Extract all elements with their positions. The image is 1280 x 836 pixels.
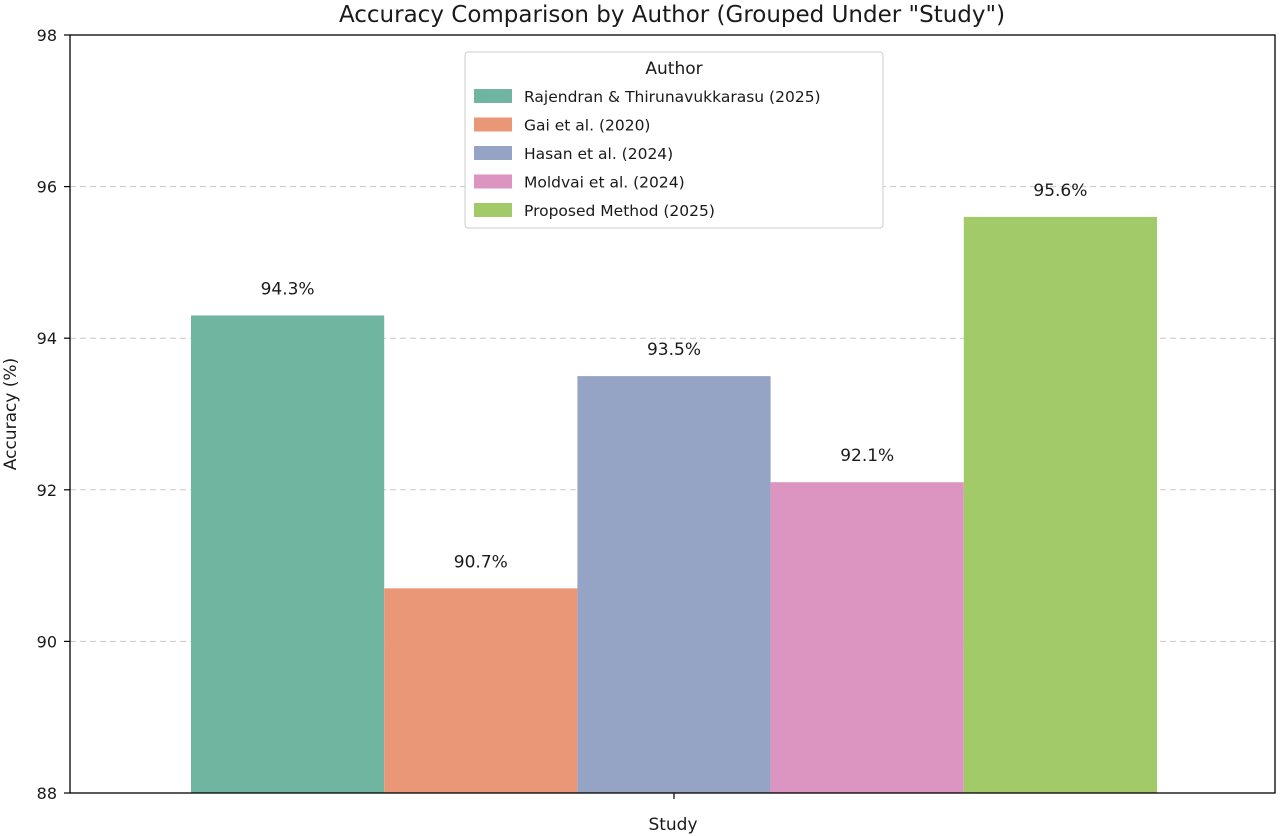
legend-entry-label: Hasan et al. (2024) — [524, 145, 673, 163]
bar — [577, 376, 771, 793]
y-tick-label: 98 — [37, 26, 57, 45]
y-tick-label: 94 — [37, 329, 57, 348]
legend-entry-label: Proposed Method (2025) — [524, 202, 715, 220]
y-tick-label: 92 — [37, 481, 57, 500]
chart-title: Accuracy Comparison by Author (Grouped U… — [339, 2, 1005, 28]
y-axis: 88 90 92 94 96 98 — [37, 26, 70, 803]
legend-entry-label: Gai et al. (2020) — [524, 117, 650, 135]
y-axis-label: Accuracy (%) — [1, 358, 21, 470]
legend: Author Rajendran & Thirunavukkarasu (202… — [464, 51, 884, 229]
plot-frame — [69, 34, 1276, 794]
bar — [384, 588, 578, 793]
bar-data-label: 94.3% — [261, 279, 315, 299]
y-tick-label: 96 — [37, 178, 57, 197]
y-tick-label: 88 — [37, 784, 57, 803]
legend-entry-label: Rajendran & Thirunavukkarasu (2025) — [524, 88, 821, 106]
bar — [963, 216, 1157, 794]
bar-data-label: 92.1% — [840, 446, 894, 466]
bar — [770, 482, 964, 793]
y-tick-label: 90 — [37, 632, 57, 651]
bar-data-label: 93.5% — [647, 340, 701, 360]
legend-swatch — [474, 146, 512, 160]
bars — [191, 216, 1157, 794]
bar-data-label: 90.7% — [454, 552, 508, 572]
bar-data-label: 95.6% — [1033, 181, 1087, 201]
legend-title: Author — [645, 59, 702, 79]
x-axis-label: Study — [648, 815, 697, 835]
legend-swatch — [474, 203, 512, 217]
legend-swatch — [474, 174, 512, 189]
legend-entry-label: Moldvai et al. (2024) — [524, 174, 685, 192]
legend-swatch — [474, 117, 512, 132]
data-labels: 94.3% 90.7% 93.5% 92.1% 95.6% — [261, 181, 1088, 572]
bar — [191, 315, 385, 793]
legend-swatch — [474, 89, 512, 103]
legend-box — [464, 51, 884, 229]
